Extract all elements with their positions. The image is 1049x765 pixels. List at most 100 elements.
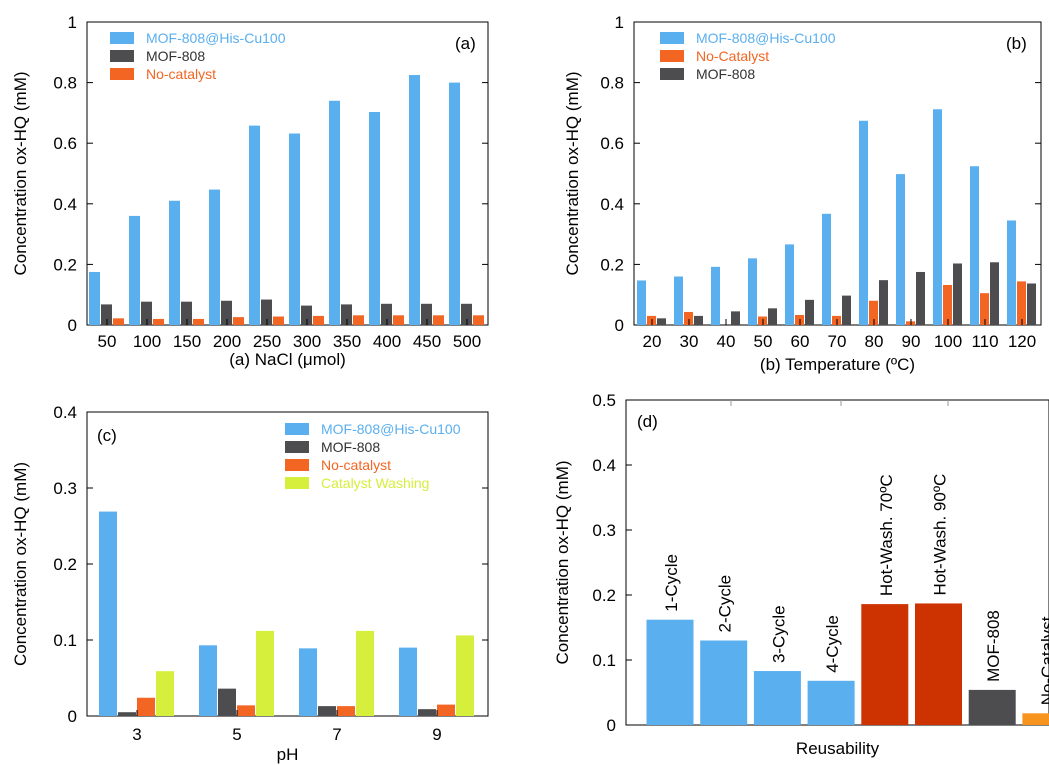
bar: [101, 304, 112, 325]
plot-frame: [86, 411, 489, 717]
x-tick-label: 70: [828, 332, 847, 351]
bar: [233, 317, 244, 325]
bar: [916, 271, 925, 325]
x-tick-label: 120: [1008, 332, 1036, 351]
y-axis-label: Concentration ox-HQ (mM): [563, 71, 582, 275]
x-axis-label: (b) Temperature (ºC): [760, 355, 915, 374]
y-tick-label: 0.6: [53, 134, 77, 153]
bar: [1022, 713, 1049, 725]
bar: [181, 301, 192, 325]
x-axis-label: pH: [277, 745, 299, 764]
bar: [113, 318, 124, 325]
bar-label: Hot-Wash. 90ºC: [931, 474, 950, 596]
bar: [968, 689, 1016, 725]
bar-label: No-Catalyst: [1038, 616, 1049, 705]
chart-panel-d: 0 0.1 0.2 0.3 0.4 0.5 Concentration ox-HQ (mM)…: [553, 391, 1049, 758]
legend-label: MOF-808: [321, 439, 380, 455]
x-tick-label: 3: [132, 725, 141, 744]
x-tick-label: 60: [791, 332, 810, 351]
bar: [700, 640, 748, 725]
legend-label: MOF-808: [696, 66, 755, 82]
bar: [1007, 220, 1016, 325]
x-tick-label: 350: [333, 332, 361, 351]
legend-swatch: [110, 32, 134, 44]
bar: [879, 280, 888, 325]
y-tick-label: 0.4: [53, 195, 77, 214]
bar: [329, 100, 340, 325]
y-axis-label: Concentration ox-HQ (mM): [11, 71, 30, 275]
bar-label: 2-Cycle: [716, 575, 735, 633]
legend-swatch: [285, 441, 309, 453]
y-tick-label: 0: [607, 716, 616, 735]
y-tick-label: 0.4: [53, 403, 77, 422]
bar: [261, 299, 272, 325]
y-tick-label: 0.2: [53, 555, 77, 574]
bar: [369, 111, 380, 325]
chart-panel-a: 0 0.2 0.4 0.6 0.8 1 Concentration ox-HQ (mM) (a…: [11, 13, 489, 369]
y-tick-label: 0.3: [53, 479, 77, 498]
bar: [399, 647, 417, 716]
bar: [980, 293, 989, 325]
bar: [711, 266, 720, 325]
x-tick-label: 110: [971, 332, 998, 351]
bar: [461, 303, 472, 325]
chart-panel-c: 0 0.1 0.2 0.3 0.4 Concentration ox-HQ (mM) pH 3…: [11, 403, 489, 764]
x-tick-label: 80: [865, 332, 884, 351]
y-tick-label: 0: [615, 316, 624, 335]
bar: [785, 244, 794, 325]
y-tick-label: 0.1: [53, 631, 77, 650]
legend-swatch: [285, 477, 309, 489]
bar: [341, 304, 352, 325]
x-tick-label: 150: [173, 332, 201, 351]
bar: [953, 263, 962, 325]
y-tick-label: 1: [68, 13, 77, 32]
bar: [156, 671, 174, 716]
bar: [199, 645, 217, 716]
bar: [1017, 281, 1026, 325]
bar: [433, 315, 444, 325]
x-tick-label: 90: [902, 332, 921, 351]
bar: [674, 276, 683, 325]
y-tick-label: 0.4: [600, 195, 624, 214]
x-tick-label: 250: [253, 332, 281, 351]
bar: [753, 671, 801, 725]
panel-label: (c): [97, 426, 117, 445]
bar: [943, 285, 952, 325]
bar: [990, 262, 999, 325]
panel-label: (a): [455, 34, 476, 53]
x-tick-label: 450: [413, 332, 441, 351]
y-tick-label: 0.2: [53, 255, 77, 274]
bar: [694, 315, 703, 325]
bar: [473, 315, 484, 325]
bar: [657, 318, 666, 325]
x-tick-label: 40: [717, 332, 736, 351]
bar: [337, 706, 355, 716]
bar: [1027, 283, 1036, 325]
x-tick-label: 7: [332, 725, 341, 744]
bar: [869, 300, 878, 325]
y-tick-label: 0.8: [600, 74, 624, 93]
legend-label: MOF-808@His-Cu100: [146, 30, 286, 46]
bar: [289, 133, 300, 325]
panel-label: (b): [1006, 34, 1027, 53]
bar: [356, 630, 374, 716]
y-tick-label: 0.8: [53, 74, 77, 93]
bar: [449, 82, 460, 325]
bar: [141, 301, 152, 325]
bar: [646, 619, 694, 725]
legend-label: No-catalyst: [321, 457, 391, 473]
bar: [249, 125, 260, 325]
x-tick-label: 500: [453, 332, 481, 351]
legend-label: No-catalyst: [146, 66, 216, 82]
legend-swatch: [660, 50, 684, 62]
x-tick-label: 9: [432, 725, 441, 744]
y-tick-label: 0.2: [600, 255, 624, 274]
bar: [193, 318, 204, 325]
bar-label: MOF-808: [984, 610, 1003, 682]
y-tick-label: 1: [615, 13, 624, 32]
plot-frame: [86, 21, 489, 326]
y-tick-label: 0.4: [592, 456, 616, 475]
legend-label: MOF-808@His-Cu100: [321, 421, 461, 437]
bar: [299, 648, 317, 716]
